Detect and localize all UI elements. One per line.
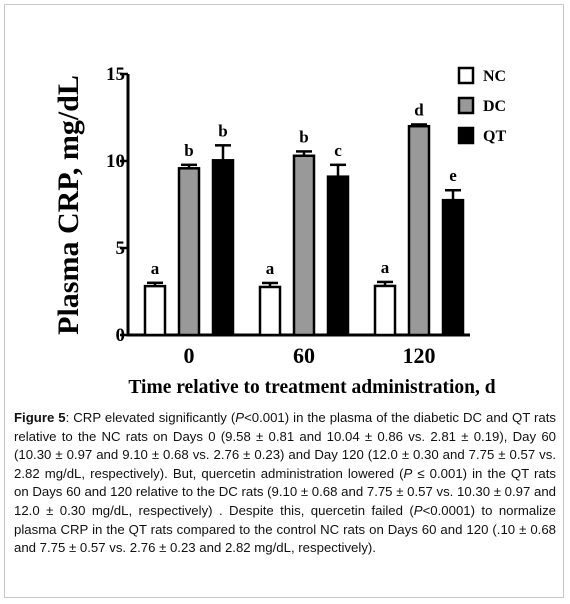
legend-swatch-nc <box>457 66 475 85</box>
legend-label: QT <box>483 128 506 145</box>
significance-label: d <box>414 100 424 119</box>
significance-label: e <box>449 166 457 185</box>
figure-label: Figure 5 <box>14 410 66 425</box>
y-tick-label: 10 <box>106 151 125 172</box>
caption-text: <0.001) in the plasma of the diabetic DC… <box>14 410 557 481</box>
bar-nc <box>143 284 167 337</box>
x-tick-label: 120 <box>403 343 436 368</box>
bar-chart: 0 5 10 15 0 60 120 a a a b b d b c e NC DC QT Plasma CRP… <box>52 64 506 398</box>
bar-dc <box>292 154 316 337</box>
bar-dc <box>407 124 431 337</box>
legend-label: DC <box>483 98 506 115</box>
y-tick-label: 5 <box>116 238 126 259</box>
chart-legend: NC DC QT <box>457 66 506 145</box>
caption-text: ≤ 0.001) in the QT rats on Days 60 and 1… <box>14 465 556 518</box>
bar-nc <box>258 285 282 337</box>
bar-qt <box>326 175 350 337</box>
significance-label: c <box>334 141 342 160</box>
significance-label: a <box>151 259 160 278</box>
y-tick-label: 0 <box>116 325 126 346</box>
y-tick-label: 15 <box>106 64 125 85</box>
bar-qt <box>211 159 235 337</box>
legend-swatch-qt <box>457 126 475 145</box>
y-axis-label: Plasma CRP, mg/dL <box>52 75 85 335</box>
legend-label: NC <box>483 68 506 85</box>
x-axis-label: Time relative to treatment administratio… <box>128 377 495 398</box>
figure-caption: Figure 5: CRP elevated significantly (P<… <box>14 409 556 558</box>
p-symbol: P <box>413 502 423 518</box>
x-tick-label: 0 <box>184 343 195 368</box>
x-tick-label: 60 <box>293 343 315 368</box>
p-symbol: P <box>235 410 245 425</box>
significance-label: b <box>184 141 193 160</box>
chart-bars: a a a b b d b c e <box>143 100 465 337</box>
bar-qt <box>441 198 465 337</box>
legend-swatch-dc <box>457 96 475 115</box>
caption-text: <0.0001) to normalize plasma CRP in the … <box>14 502 556 556</box>
bar-nc <box>373 284 397 337</box>
significance-label: b <box>218 121 227 140</box>
significance-label: a <box>266 259 275 278</box>
p-symbol: P <box>403 465 413 481</box>
significance-label: b <box>299 127 308 146</box>
bar-dc <box>177 167 201 337</box>
caption-text: : CRP elevated significantly ( <box>65 410 236 425</box>
significance-label: a <box>381 258 390 277</box>
